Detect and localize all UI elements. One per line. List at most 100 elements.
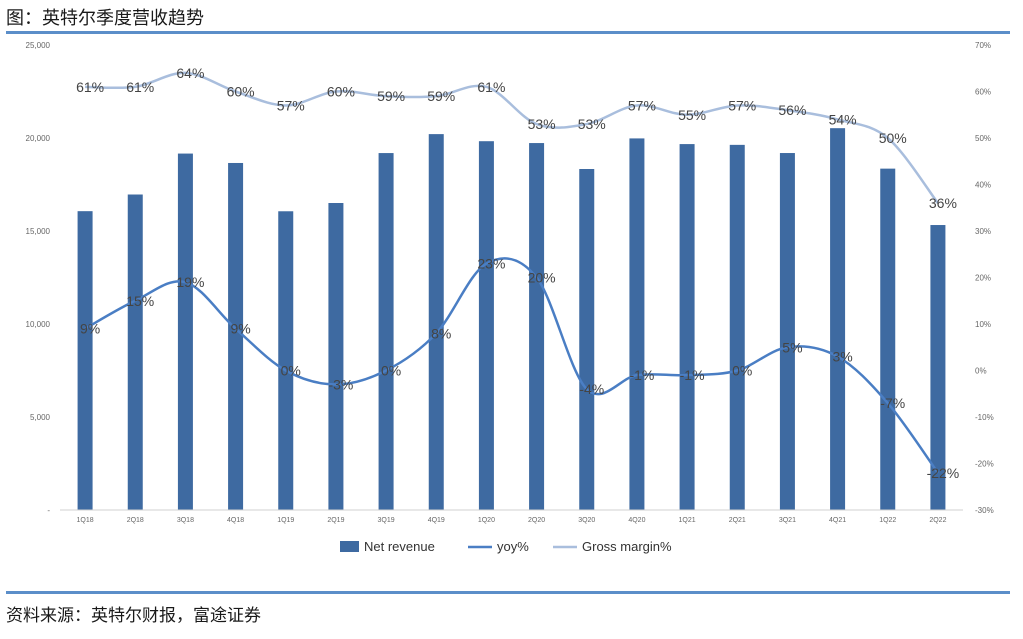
- yoy-data-label: -22%: [927, 465, 960, 481]
- gross-margin-data-label: 53%: [578, 116, 606, 132]
- x-tick-label: 3Q19: [378, 517, 395, 524]
- x-tick-label: 2Q20: [528, 517, 545, 524]
- gross-margin-data-label: 57%: [628, 97, 656, 113]
- x-tick-label: 4Q19: [428, 517, 445, 524]
- gross-margin-data-label: 59%: [427, 88, 455, 104]
- yoy-data-label: 8%: [431, 325, 451, 341]
- gross-margin-data-label: 57%: [728, 97, 756, 113]
- x-tick-label: 3Q20: [578, 517, 595, 524]
- x-tick-label: 2Q21: [729, 517, 746, 524]
- bar-3q20: [579, 169, 595, 510]
- x-tick-label: 1Q22: [879, 517, 896, 524]
- right-tick-label: 20%: [975, 274, 991, 283]
- left-tick-label: 5,000: [30, 413, 51, 422]
- yoy-series: 9% 15% 19% 9% 0% -3% 0% 8% 23% 20% -4% -1% -1% 0% 5% 3%…: [80, 256, 959, 481]
- right-tick-label: 50%: [975, 134, 991, 143]
- gross-margin-data-label: 56%: [778, 102, 806, 118]
- gross-margin-data-label: 59%: [377, 88, 405, 104]
- x-tick-label: 1Q21: [679, 517, 696, 524]
- yoy-data-label: 15%: [126, 293, 154, 309]
- x-tick-label: 4Q18: [227, 517, 244, 524]
- chart-title: 图：英特尔季度营收趋势: [6, 8, 204, 29]
- yoy-data-label: -1%: [680, 367, 705, 383]
- top-divider: [6, 31, 1010, 34]
- yoy-line: [84, 257, 939, 474]
- bottom-divider: [6, 591, 1010, 594]
- gross-margin-data-label: 54%: [829, 111, 857, 127]
- yoy-data-label: 0%: [732, 363, 752, 379]
- gross-margin-data-label: 60%: [227, 84, 255, 100]
- source-note: 资料来源：英特尔财报，富途证券: [6, 606, 261, 626]
- bar-1q19: [278, 211, 294, 511]
- yoy-data-label: 23%: [477, 256, 505, 272]
- x-tick-label: 1Q20: [478, 517, 495, 524]
- yoy-data-label: 0%: [281, 363, 301, 379]
- right-tick-label: 40%: [975, 181, 991, 190]
- bar-1q18: [77, 211, 93, 510]
- bar-1q20: [478, 141, 494, 510]
- right-tick-label: 10%: [975, 320, 991, 329]
- x-tick-label: 1Q19: [277, 517, 294, 524]
- left-tick-label: -: [47, 506, 50, 515]
- left-tick-label: 20,000: [26, 134, 51, 143]
- x-tick-label: 3Q21: [779, 517, 796, 524]
- bar-3q18: [177, 153, 193, 510]
- yoy-data-label: 5%: [782, 339, 802, 355]
- right-tick-label: -10%: [975, 413, 994, 422]
- bar-4q18: [228, 162, 244, 510]
- yoy-data-label: 19%: [176, 274, 204, 290]
- yoy-data-label: -1%: [629, 367, 654, 383]
- right-tick-label: -20%: [975, 460, 994, 469]
- gross-margin-data-label: 55%: [678, 107, 706, 123]
- legend-swatch-net-revenue: [340, 541, 359, 552]
- bar-1q21: [679, 144, 695, 510]
- bar-2q19: [328, 203, 344, 510]
- yoy-data-label: 0%: [381, 363, 401, 379]
- gross-margin-line: [85, 71, 939, 204]
- left-axis: - 5,000 10,000 15,000 20,000 25,000: [26, 41, 51, 515]
- gross-margin-data-label: 57%: [277, 97, 305, 113]
- bar-3q21: [779, 153, 795, 510]
- right-tick-label: 70%: [975, 41, 991, 50]
- right-tick-label: -30%: [975, 506, 994, 515]
- right-tick-label: 60%: [975, 88, 991, 97]
- x-tick-label: 4Q21: [829, 517, 846, 524]
- legend-label-yoy: yoy%: [497, 539, 529, 554]
- legend: Net revenue yoy% Gross margin%: [340, 539, 672, 554]
- gross-margin-data-label: 60%: [327, 84, 355, 100]
- bar-2q21: [729, 144, 745, 510]
- yoy-data-label: 3%: [832, 349, 852, 365]
- x-tick-label: 2Q22: [929, 517, 946, 524]
- right-tick-label: 30%: [975, 227, 991, 236]
- bar-3q19: [378, 153, 394, 511]
- gross-margin-data-label: 53%: [528, 116, 556, 132]
- x-tick-label: 4Q20: [628, 517, 645, 524]
- legend-label-gross-margin: Gross margin%: [582, 539, 672, 554]
- yoy-data-label: 9%: [230, 321, 250, 337]
- bar-1q22: [880, 168, 896, 510]
- gross-margin-data-label: 50%: [879, 130, 907, 146]
- x-axis: 1Q18 2Q18 3Q18 4Q18 1Q19 2Q19 3Q19 4Q19 1Q20 2Q20…: [60, 509, 963, 524]
- x-tick-label: 3Q18: [177, 517, 194, 524]
- yoy-data-label: -3%: [328, 376, 353, 392]
- legend-label-net-revenue: Net revenue: [364, 539, 435, 554]
- gross-margin-data-label: 36%: [929, 195, 957, 211]
- yoy-data-label: 20%: [528, 270, 556, 286]
- gross-margin-data-label: 61%: [76, 79, 104, 95]
- left-tick-label: 10,000: [26, 320, 51, 329]
- bar-2q20: [529, 143, 545, 510]
- right-axis: -30% -20% -10% 0% 10% 20% 30% 40% 50% 60% 70%: [975, 41, 994, 515]
- gross-margin-series: 61% 61% 64% 60% 57% 60% 59% 59% 61% 53% 53% 57% 55% 5…: [76, 65, 957, 211]
- bar-4q21: [830, 128, 846, 510]
- yoy-data-label: -7%: [880, 395, 905, 411]
- gross-margin-data-label: 64%: [176, 65, 204, 81]
- gross-margin-data-label: 61%: [126, 79, 154, 95]
- left-tick-label: 15,000: [26, 227, 51, 236]
- left-tick-label: 25,000: [26, 41, 51, 50]
- bar-4q20: [629, 138, 645, 511]
- bar-4q19: [428, 134, 444, 510]
- x-tick-label: 2Q18: [127, 517, 144, 524]
- yoy-data-label: -4%: [579, 381, 604, 397]
- right-tick-label: 0%: [975, 367, 987, 376]
